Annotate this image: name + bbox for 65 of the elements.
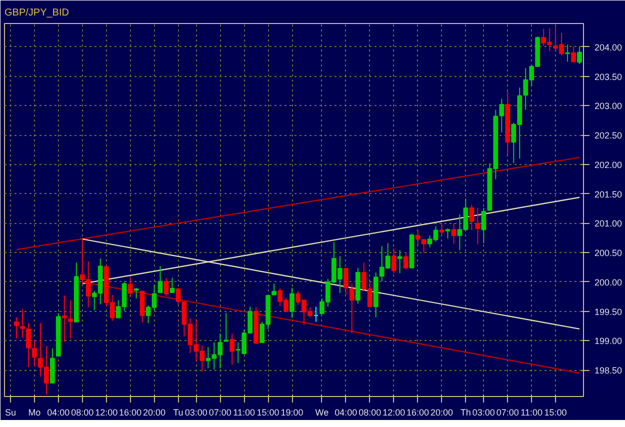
x-tick-label: 12:00 — [95, 408, 118, 418]
x-tick-label: 16:00 — [406, 408, 430, 418]
candlestick — [403, 252, 408, 270]
candlestick — [571, 46, 576, 64]
x-tick-label: 15:00 — [256, 408, 280, 418]
candlestick — [128, 276, 133, 298]
x-tick-label: 20:00 — [430, 408, 454, 418]
x-tick-label: Tu — [173, 408, 184, 418]
x-tick-label: 08:00 — [71, 408, 94, 418]
candlestick — [451, 222, 456, 244]
candlestick — [170, 277, 175, 294]
x-tick-label: 03:00 — [184, 408, 208, 418]
y-tick-label: 199.50 — [594, 306, 622, 317]
candlestick — [397, 250, 402, 274]
y-tick-label: 203.00 — [594, 101, 622, 112]
x-tick-label: 11:00 — [233, 408, 256, 418]
x-tick-label: 19:00 — [280, 408, 304, 418]
candlestick — [176, 287, 181, 305]
candlestick — [343, 268, 348, 296]
candlestick — [32, 339, 37, 368]
y-tick-label: 200.00 — [594, 277, 622, 288]
y-tick-label: 201.50 — [594, 189, 622, 200]
chart-title: GBP/JPY_BID — [4, 8, 69, 18]
candlestick — [14, 316, 19, 339]
x-tick-label: 04:00 — [47, 408, 70, 418]
x-tick-label: 07:00 — [208, 408, 232, 418]
candlestick — [224, 312, 229, 342]
y-tick-label: 204.00 — [594, 42, 622, 52]
candlestick — [158, 266, 163, 294]
y-tick-label: 199.00 — [594, 336, 622, 346]
candlestick — [577, 46, 582, 65]
candlestick — [68, 300, 73, 339]
x-tick-label: Su — [4, 408, 16, 418]
candlestick — [290, 287, 294, 318]
candlestick — [62, 294, 67, 342]
y-tick-label: 200.50 — [594, 248, 622, 258]
candlestick — [565, 44, 570, 62]
x-tick-label: 03:00 — [472, 408, 495, 418]
candlestick — [439, 222, 444, 236]
y-tick-label: 198.50 — [594, 366, 622, 376]
x-tick-label: 07:00 — [496, 408, 519, 418]
x-tick-label: 20:00 — [142, 408, 166, 418]
x-tick-label: Mo — [28, 408, 41, 418]
x-tick-label: 11:00 — [520, 408, 543, 418]
candlestick — [499, 98, 504, 133]
candlestick — [349, 283, 354, 334]
x-tick-label: 04:00 — [334, 408, 358, 418]
candlestick — [469, 204, 474, 231]
x-tick-label: 12:00 — [382, 408, 406, 418]
candlestick — [481, 207, 486, 244]
candlestick — [391, 248, 396, 274]
candlestick — [134, 287, 139, 299]
x-tick-label: 08:00 — [358, 408, 382, 418]
x-tick-label: Th — [460, 408, 471, 418]
y-tick-label: 202.00 — [594, 160, 622, 170]
candlestick — [475, 207, 480, 245]
candlestick — [164, 277, 169, 297]
x-tick-label: We — [315, 408, 329, 418]
y-tick-label: 203.50 — [594, 72, 622, 82]
candlestick — [445, 228, 450, 239]
y-tick-label: 202.50 — [594, 130, 622, 141]
x-tick-label: 16:00 — [119, 408, 142, 418]
x-tick-label: 15:00 — [544, 408, 567, 418]
candlestick — [230, 333, 235, 366]
y-tick-label: 201.00 — [594, 218, 622, 229]
